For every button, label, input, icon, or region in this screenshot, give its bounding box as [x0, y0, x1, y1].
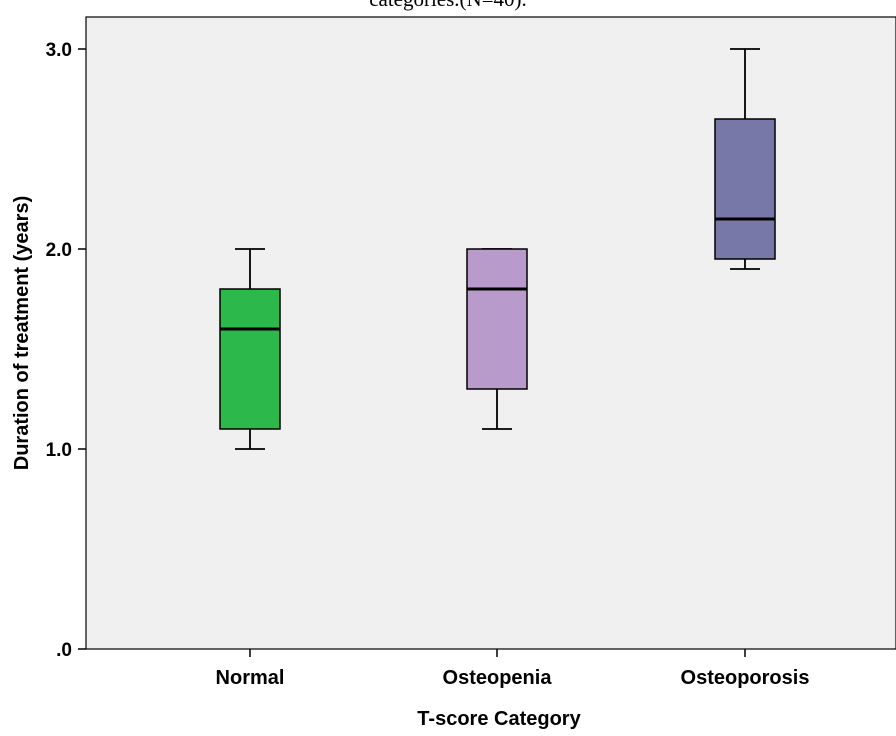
y-tick-label: 1.0	[46, 440, 72, 461]
box-osteoporosis	[714, 48, 776, 270]
iqr-box	[466, 248, 528, 390]
x-tick-label: Normal	[216, 667, 285, 689]
box-normal	[219, 248, 281, 450]
boxes	[219, 48, 776, 450]
box-osteopenia	[466, 248, 528, 430]
figure-caption: categories.(N=40).	[369, 0, 527, 11]
y-axis: .0 1.0 2.0 3.0	[46, 40, 86, 661]
x-tick-label: Osteopenia	[443, 667, 553, 689]
x-axis-title: T-score Category	[417, 708, 581, 730]
x-tick-label: Osteoporosis	[681, 667, 810, 689]
x-axis: Normal Osteopenia Osteoporosis	[216, 649, 810, 689]
y-tick-label: .0	[56, 640, 72, 661]
y-tick-label: 3.0	[46, 40, 72, 61]
iqr-box	[219, 288, 281, 430]
y-tick-label: 2.0	[46, 240, 72, 261]
iqr-box	[714, 118, 776, 260]
y-axis-title: Duration of treatment (years)	[11, 196, 33, 471]
